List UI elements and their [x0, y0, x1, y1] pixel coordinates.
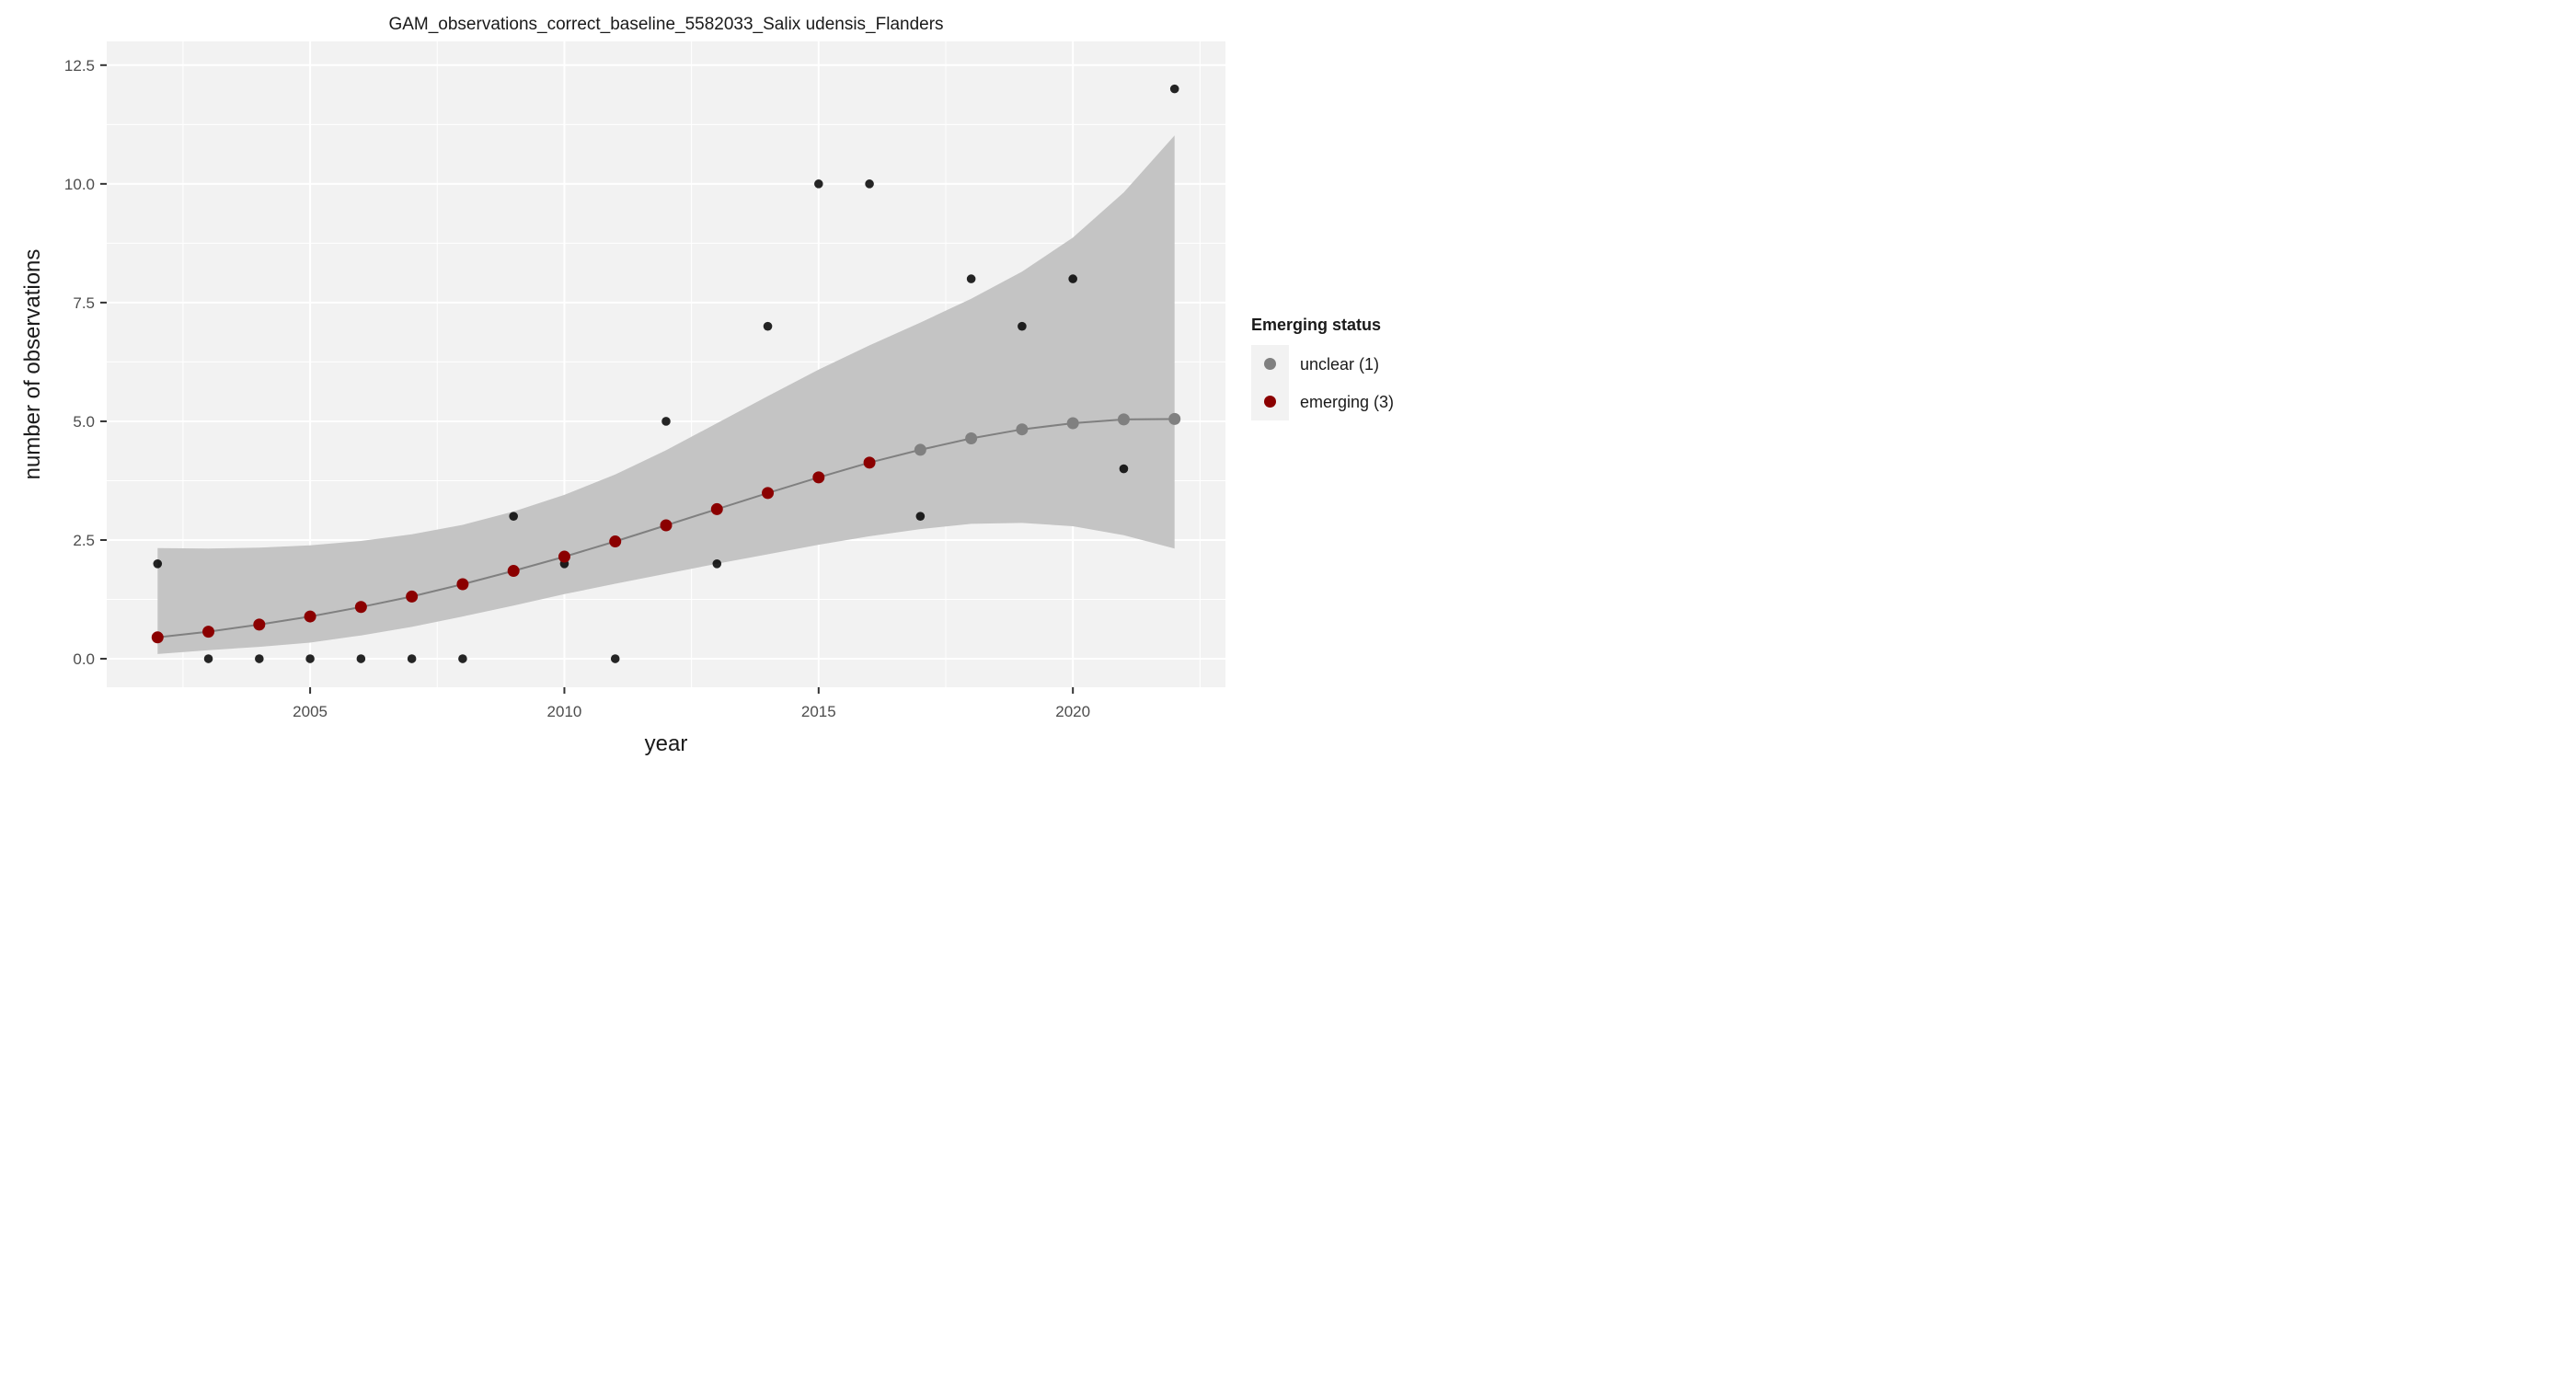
observed-point	[814, 179, 823, 189]
observed-point	[356, 654, 366, 663]
fit-point-emerging	[253, 618, 266, 631]
observed-point	[865, 179, 874, 189]
observed-point	[1068, 274, 1077, 283]
x-axis: 2005 2010 2015 2020	[293, 687, 1090, 720]
legend-key-background	[1251, 345, 1289, 420]
fit-point-emerging	[660, 519, 673, 532]
fit-point-unclear	[1117, 413, 1130, 426]
observed-point	[305, 654, 315, 663]
observed-point	[203, 654, 213, 663]
observed-point	[509, 512, 518, 521]
fit-point-emerging	[456, 578, 469, 591]
observed-point	[153, 558, 163, 569]
legend: Emerging status unclear (1) emerging (3)	[1251, 316, 1394, 420]
y-tick-label: 0.0	[73, 650, 95, 668]
observed-point	[610, 654, 620, 663]
y-tick-label: 2.5	[73, 532, 95, 549]
fit-point-unclear	[1168, 412, 1181, 425]
legend-key-emerging	[1264, 396, 1276, 408]
legend-label-unclear: unclear (1)	[1300, 355, 1379, 374]
x-axis-title: year	[645, 731, 688, 756]
fit-point-unclear	[1016, 423, 1029, 436]
y-tick-label: 12.5	[64, 57, 95, 75]
chart-title: GAM_observations_correct_baseline_558203…	[388, 15, 943, 34]
observed-point	[255, 654, 264, 663]
fit-point-emerging	[558, 550, 570, 563]
observed-point	[1169, 84, 1179, 94]
legend-key-unclear	[1264, 358, 1276, 370]
observed-point	[458, 654, 467, 663]
fit-point-unclear	[1066, 417, 1079, 430]
observed-point	[712, 558, 722, 569]
fit-point-emerging	[202, 626, 215, 638]
y-tick-label: 10.0	[64, 176, 95, 193]
observed-point	[1018, 321, 1027, 331]
x-tick-label: 2020	[1055, 703, 1090, 720]
legend-title: Emerging status	[1251, 316, 1381, 334]
fit-point-emerging	[762, 487, 775, 500]
fit-point-emerging	[304, 610, 316, 623]
y-tick-label: 5.0	[73, 413, 95, 431]
fit-point-emerging	[863, 456, 876, 469]
fit-point-emerging	[151, 631, 164, 644]
x-tick-label: 2005	[293, 703, 328, 720]
fit-point-emerging	[812, 471, 825, 484]
y-tick-label: 7.5	[73, 294, 95, 312]
fit-point-unclear	[914, 443, 926, 456]
fit-point-unclear	[965, 432, 978, 445]
y-axis: 0.0 2.5 5.0 7.5 10.0 12.5	[64, 57, 107, 668]
fit-point-emerging	[609, 535, 622, 548]
x-tick-label: 2015	[801, 703, 836, 720]
observed-point	[407, 654, 417, 663]
confidence-ribbon	[157, 135, 1175, 654]
observed-point	[1119, 464, 1129, 474]
x-tick-label: 2010	[547, 703, 582, 720]
observed-point	[763, 321, 773, 331]
observed-point	[966, 274, 976, 283]
observed-points	[153, 84, 1179, 663]
gam-chart: GAM_observations_correct_baseline_558203…	[20, 15, 1394, 756]
observed-point	[915, 512, 926, 521]
fit-point-emerging	[507, 565, 520, 578]
fit-points	[151, 412, 1181, 644]
fit-point-emerging	[710, 502, 723, 515]
legend-label-emerging: emerging (3)	[1300, 393, 1394, 411]
fit-point-emerging	[354, 601, 367, 614]
fit-point-emerging	[406, 590, 419, 603]
observed-point	[661, 417, 671, 426]
y-axis-title: number of observations	[20, 249, 45, 480]
